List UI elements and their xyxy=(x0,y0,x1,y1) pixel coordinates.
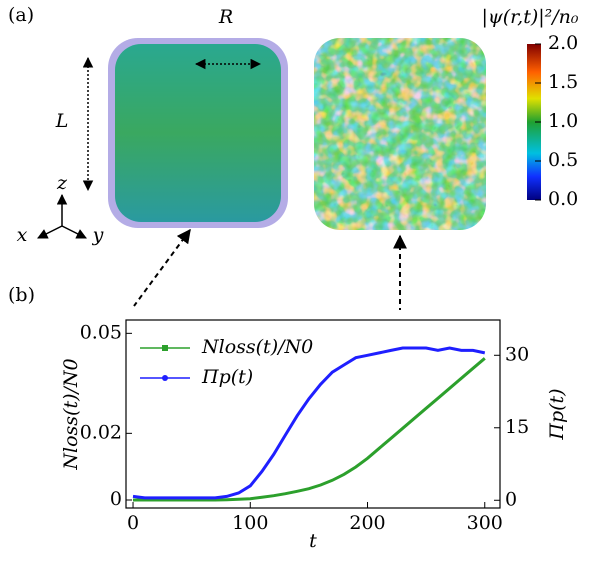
cylinder-turbulent xyxy=(314,38,486,230)
y2-tick-label: 0 xyxy=(505,488,517,510)
series-line xyxy=(133,357,486,502)
y-label: y xyxy=(92,224,104,246)
x-label: x xyxy=(17,224,28,246)
y2-axis-label: Πp(t) xyxy=(546,388,568,440)
y-axis-arrow xyxy=(61,225,87,239)
y-tick-label: 0 xyxy=(110,488,122,510)
colorbar-title: |ψ(r,t)|²/n₀ xyxy=(481,6,578,28)
legend-label: Πp(t) xyxy=(201,366,253,388)
r-label: R xyxy=(218,6,233,28)
panel-label: (b) xyxy=(8,284,35,306)
legend-label: Nloss(t)/N0 xyxy=(201,336,313,358)
z-label: z xyxy=(56,172,68,194)
pointer-arrow xyxy=(133,228,191,307)
x-axis-label: t xyxy=(309,530,317,552)
l-label: L xyxy=(55,110,69,132)
plot-frame xyxy=(125,319,501,509)
series-line xyxy=(132,346,486,500)
colorbar-tick-label: 2.0 xyxy=(548,32,578,54)
y-tick-label: 0.05 xyxy=(80,321,122,343)
panel-b: (b) t Nloss(t)/N0 Πp(t) 0 100 200 30000.020… xyxy=(8,284,568,552)
cylinder-initial xyxy=(115,44,281,222)
colorbar-tick-label: 0.5 xyxy=(548,149,578,171)
legend-marker xyxy=(162,375,168,381)
colorbar-tick-label: 1.0 xyxy=(548,110,578,132)
y-axis-label: Nloss(t)/N0 xyxy=(60,358,82,470)
colorbar-tick-label: 0.0 xyxy=(548,188,578,210)
x-tick-label: 0 xyxy=(127,512,139,534)
x-axis-arrow xyxy=(37,225,63,239)
y-tick-label: 0.02 xyxy=(80,421,122,443)
x-tick-label: 300 xyxy=(467,512,503,534)
y2-tick-label: 15 xyxy=(505,416,529,438)
panel-label: (a) xyxy=(8,4,34,26)
panel-a: (a) R L z x y |ψ(r,t)|²/n₀ 0.0 0.5 1.0 1.5 2… xyxy=(8,4,579,310)
colorbar-tick-label: 1.5 xyxy=(548,71,578,93)
x-tick-label: 200 xyxy=(349,512,385,534)
x-tick-label: 100 xyxy=(232,512,268,534)
y2-tick-label: 30 xyxy=(505,343,529,365)
legend-marker xyxy=(162,345,168,351)
